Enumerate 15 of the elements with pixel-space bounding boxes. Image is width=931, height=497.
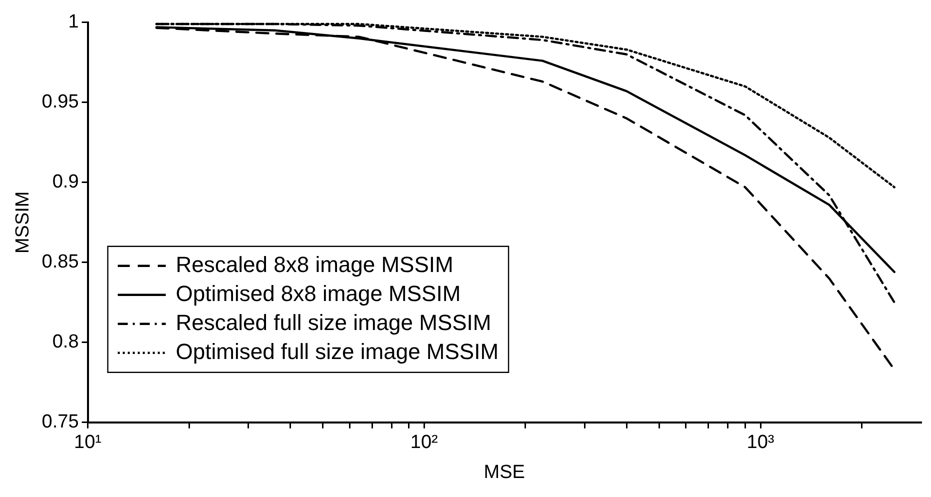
x-tick-label: 10³	[746, 432, 774, 454]
x-axis-title: MSE	[484, 462, 525, 483]
legend-label: Optimised 8x8 image MSSIM	[176, 280, 461, 306]
x-tick-label: 10²	[410, 432, 438, 454]
y-tick-label: 1	[68, 12, 79, 33]
legend-label: Rescaled 8x8 image MSSIM	[176, 252, 454, 277]
legend-label: Rescaled full size image MSSIM	[176, 310, 492, 335]
y-tick-label: 0.85	[42, 252, 79, 273]
y-tick-label: 0.9	[52, 172, 79, 193]
x-tick-label: 10¹	[74, 432, 102, 454]
y-tick-label: 0.95	[42, 92, 79, 113]
legend-label: Optimised full size image MSSIM	[176, 338, 499, 364]
y-tick-label: 0.75	[42, 412, 79, 433]
y-axis-title: MSSIM	[12, 191, 34, 254]
y-tick-label: 0.8	[52, 332, 79, 353]
